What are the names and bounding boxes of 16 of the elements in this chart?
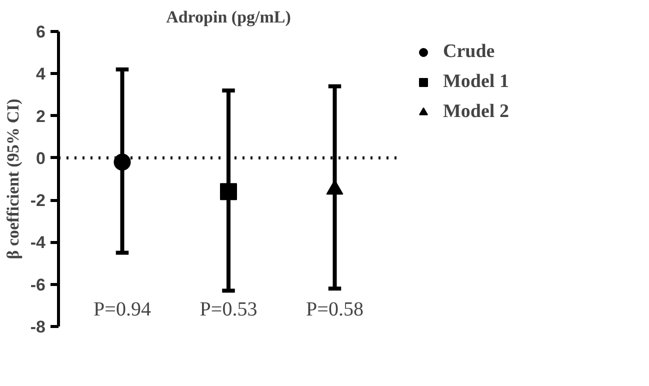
y-tick-label: -4: [30, 233, 46, 252]
y-axis-title: β coefficient (95% CI): [3, 98, 22, 260]
y-tick-label: 6: [36, 22, 46, 42]
legend-label: Crude: [443, 41, 495, 63]
legend-label: Model 1: [443, 71, 509, 93]
annotation: P=0.94: [94, 298, 151, 320]
legend-label: Model 2: [443, 101, 509, 123]
annotation: P=0.58: [306, 298, 364, 320]
y-tick-label: 0: [36, 148, 46, 168]
y-tick-label: 2: [36, 106, 46, 126]
y-tick-label: -6: [30, 275, 46, 294]
y-tick-label: -8: [30, 318, 46, 336]
annotation: P=0.53: [200, 298, 258, 320]
chart-title: Adropin (pg/mL): [166, 8, 291, 26]
y-tick-label: -2: [30, 191, 46, 210]
y-tick-label: 4: [36, 64, 46, 84]
